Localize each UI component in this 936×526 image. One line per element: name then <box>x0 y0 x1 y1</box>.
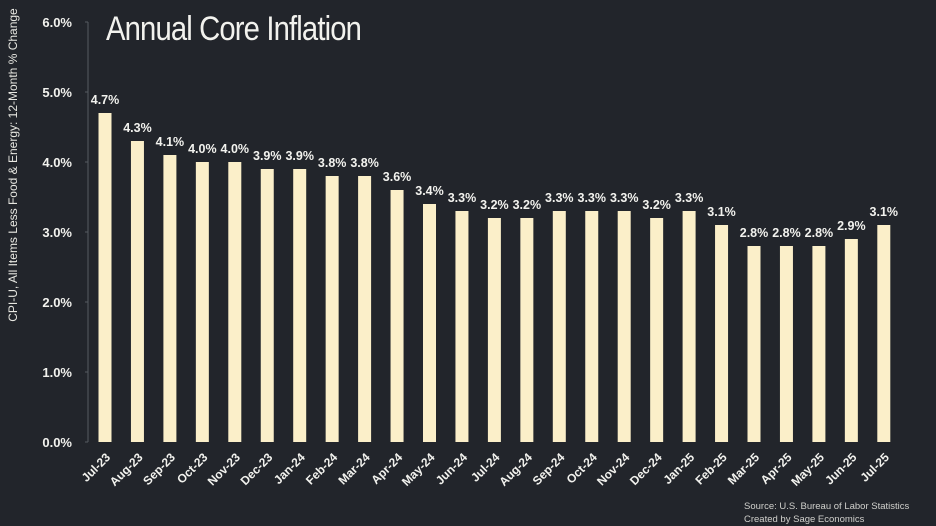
data-label: 3.4% <box>415 184 444 198</box>
bar <box>487 218 501 442</box>
bar <box>844 239 858 442</box>
x-tick-label: Aug-24 <box>496 450 535 489</box>
bar <box>423 204 436 442</box>
bar <box>812 246 826 442</box>
bar <box>747 246 761 442</box>
source-note: Source: U.S. Bureau of Labor Statistics … <box>744 500 909 526</box>
data-label: 3.3% <box>610 191 639 205</box>
data-label: 3.1% <box>870 205 899 219</box>
credit-text: Created by Sage Economics <box>744 514 865 525</box>
x-tick-label: Jun-25 <box>822 450 859 487</box>
y-tick-label: 0.0% <box>42 435 72 450</box>
y-tick-label: 6.0% <box>42 15 72 30</box>
data-label: 3.3% <box>448 191 477 205</box>
x-tick-label: Feb-25 <box>692 450 729 487</box>
bar <box>682 211 696 442</box>
x-tick-label: May-24 <box>399 450 438 489</box>
data-label: 2.9% <box>837 219 866 233</box>
x-tick-label: Jul-25 <box>857 450 892 485</box>
bar <box>98 113 112 442</box>
x-tick-label: Apr-25 <box>758 450 795 487</box>
x-tick-label: Sep-24 <box>530 450 568 488</box>
bar <box>650 218 664 442</box>
bar <box>358 176 372 442</box>
x-tick-label: Aug-23 <box>107 450 146 489</box>
x-tick-label: Apr-24 <box>368 450 405 487</box>
data-label: 4.7% <box>91 93 120 107</box>
data-label: 3.2% <box>480 198 509 212</box>
data-label: 3.3% <box>675 191 704 205</box>
x-tick-label: Jan-25 <box>660 450 697 487</box>
x-tick-label: Dec-24 <box>627 450 665 488</box>
x-tick-label: Mar-24 <box>335 450 372 487</box>
bar <box>130 141 144 442</box>
data-label: 3.8% <box>350 156 379 170</box>
bar <box>228 162 242 442</box>
x-tick-label: Oct-24 <box>564 450 601 487</box>
x-tick-label: Sep-23 <box>140 450 178 488</box>
data-label: 4.3% <box>123 121 152 135</box>
bar <box>325 176 339 442</box>
data-label: 4.1% <box>156 135 185 149</box>
bar <box>552 211 566 442</box>
source-text: Source: U.S. Bureau of Labor Statistics <box>744 501 910 512</box>
bar <box>293 169 307 442</box>
x-tick-label: Nov-23 <box>205 450 243 488</box>
chart-title: Annual Core Inflation <box>106 10 362 48</box>
y-tick-label: 5.0% <box>42 85 72 100</box>
bar <box>779 246 793 442</box>
y-tick-label: 4.0% <box>42 155 72 170</box>
data-label: 3.2% <box>513 198 542 212</box>
data-label: 2.8% <box>772 226 801 240</box>
data-label: 2.8% <box>740 226 769 240</box>
x-tick-label: May-25 <box>788 450 827 489</box>
data-label: 2.8% <box>805 226 834 240</box>
bar <box>390 190 404 442</box>
bar <box>260 169 274 442</box>
x-tick-label: Nov-24 <box>594 450 632 488</box>
data-label: 3.3% <box>578 191 607 205</box>
x-tick-label: Jun-24 <box>433 450 470 487</box>
data-label: 3.9% <box>253 149 282 163</box>
y-tick-label: 3.0% <box>42 225 72 240</box>
bar <box>520 218 534 442</box>
x-tick-label: Feb-24 <box>303 450 340 487</box>
y-axis-label: CPI-U, All Items Less Food & Energy: 12-… <box>6 8 20 322</box>
data-label: 3.6% <box>383 170 412 184</box>
x-tick-label: Jan-24 <box>271 450 308 487</box>
bar <box>617 211 631 442</box>
bar <box>195 162 209 442</box>
data-label: 3.9% <box>285 149 314 163</box>
x-tick-label: Dec-23 <box>238 450 276 488</box>
data-label: 3.8% <box>318 156 347 170</box>
x-tick-label: Mar-25 <box>725 450 762 487</box>
data-label: 3.1% <box>707 205 736 219</box>
bar <box>585 211 599 442</box>
bar <box>455 211 469 442</box>
y-tick-label: 2.0% <box>42 295 72 310</box>
data-label: 4.0% <box>221 142 250 156</box>
data-label: 3.3% <box>545 191 574 205</box>
data-label: 3.2% <box>642 198 671 212</box>
bar <box>163 155 177 442</box>
y-tick-label: 1.0% <box>42 365 72 380</box>
bar <box>877 225 891 442</box>
data-label: 4.0% <box>188 142 217 156</box>
x-tick-label: Oct-23 <box>174 450 211 487</box>
bar <box>715 225 729 442</box>
